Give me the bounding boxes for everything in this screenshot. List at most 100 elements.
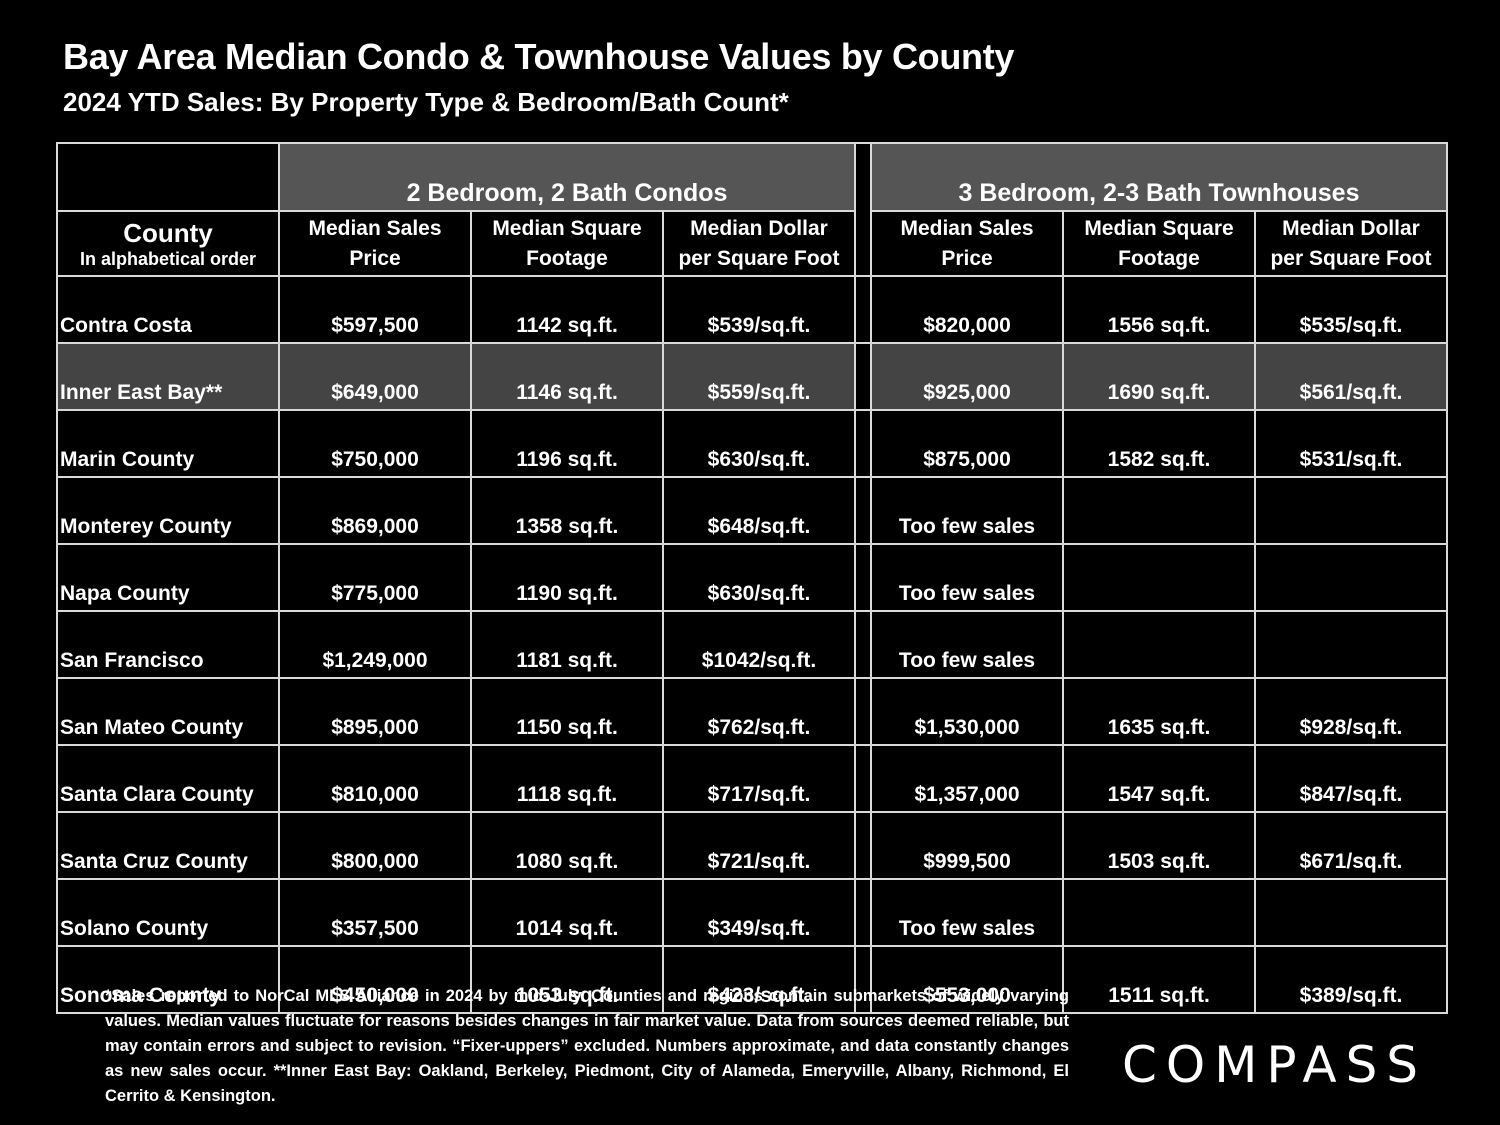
c-ppsf-cell: $648/sq.ft. bbox=[662, 476, 856, 545]
column-divider-cell bbox=[854, 610, 872, 679]
column-divider-cell bbox=[854, 342, 872, 411]
c-sqft-cell: 1146 sq.ft. bbox=[470, 342, 664, 411]
t-price-cell: $553,000 bbox=[870, 945, 1064, 1014]
county-name-cell: Santa Clara County bbox=[56, 744, 280, 813]
c-price-cell: $597,500 bbox=[278, 275, 472, 344]
c-price-cell: $810,000 bbox=[278, 744, 472, 813]
t-sqft-cell: 1503 sq.ft. bbox=[1062, 811, 1256, 880]
t-price-cell: $875,000 bbox=[870, 409, 1064, 478]
townhouse-price-header: Median Sales Price bbox=[870, 210, 1064, 277]
county-name-cell: Marin County bbox=[56, 409, 280, 478]
column-divider-cell bbox=[854, 677, 872, 746]
t-sqft-cell bbox=[1062, 476, 1256, 545]
c-sqft-cell: 1150 sq.ft. bbox=[470, 677, 664, 746]
c-price-cell: $649,000 bbox=[278, 342, 472, 411]
c-ppsf-cell: $717/sq.ft. bbox=[662, 744, 856, 813]
table-row: Marin County $750,000 1196 sq.ft. $630/sq.f… bbox=[56, 409, 1448, 478]
condos-group-header: 2 Bedroom, 2 Bath Condos bbox=[278, 142, 856, 212]
t-ppsf-cell: $531/sq.ft. bbox=[1254, 409, 1448, 478]
c-ppsf-cell: $1042/sq.ft. bbox=[662, 610, 856, 679]
table-row: Contra Costa $597,500 1142 sq.ft. $539/sq.f… bbox=[56, 275, 1448, 344]
county-name-cell: Solano County bbox=[56, 878, 280, 947]
townhouse-sqft-header: Median Square Footage bbox=[1062, 210, 1256, 277]
page-title: Bay Area Median Condo & Townhouse Values… bbox=[63, 36, 1015, 77]
c-sqft-cell: 1014 sq.ft. bbox=[470, 878, 664, 947]
column-divider-cell bbox=[854, 744, 872, 813]
t-sqft-cell: 1511 sq.ft. bbox=[1062, 945, 1256, 1014]
table-row: Sonoma County $450,000 1053 sq.ft. $423/sq.… bbox=[56, 945, 1448, 1014]
column-divider-cell bbox=[854, 878, 872, 947]
t-sqft-cell: 1582 sq.ft. bbox=[1062, 409, 1256, 478]
c-price-cell: $450,000 bbox=[278, 945, 472, 1014]
t-ppsf-cell bbox=[1254, 476, 1448, 545]
c-sqft-cell: 1118 sq.ft. bbox=[470, 744, 664, 813]
t-ppsf-cell: $561/sq.ft. bbox=[1254, 342, 1448, 411]
county-name-cell: Contra Costa bbox=[56, 275, 280, 344]
header-corner bbox=[56, 142, 280, 212]
county-name-cell: San Francisco bbox=[56, 610, 280, 679]
c-sqft-cell: 1080 sq.ft. bbox=[470, 811, 664, 880]
county-name-cell: Santa Cruz County bbox=[56, 811, 280, 880]
page-subtitle: 2024 YTD Sales: By Property Type & Bedro… bbox=[63, 87, 789, 117]
t-ppsf-cell bbox=[1254, 543, 1448, 612]
c-price-cell: $895,000 bbox=[278, 677, 472, 746]
t-sqft-cell bbox=[1062, 543, 1256, 612]
t-price-cell: $999,500 bbox=[870, 811, 1064, 880]
c-sqft-cell: 1142 sq.ft. bbox=[470, 275, 664, 344]
t-price-cell: Too few sales bbox=[870, 543, 1064, 612]
c-ppsf-cell: $539/sq.ft. bbox=[662, 275, 856, 344]
county-values-table: 2 Bedroom, 2 Bath Condos 3 Bedroom, 2-3 … bbox=[56, 142, 1448, 1014]
condo-ppsf-header: Median Dollar per Square Foot bbox=[662, 210, 856, 277]
county-name-cell: Inner East Bay** bbox=[56, 342, 280, 411]
t-ppsf-cell bbox=[1254, 878, 1448, 947]
t-sqft-cell: 1635 sq.ft. bbox=[1062, 677, 1256, 746]
t-price-cell: $1,357,000 bbox=[870, 744, 1064, 813]
townhouses-group-header: 3 Bedroom, 2-3 Bath Townhouses bbox=[870, 142, 1448, 212]
county-name-cell: Sonoma County bbox=[56, 945, 280, 1014]
column-divider-cell bbox=[854, 409, 872, 478]
county-name-cell: Napa County bbox=[56, 543, 280, 612]
county-name-cell: San Mateo County bbox=[56, 677, 280, 746]
table-row: Santa Cruz County $800,000 1080 sq.ft. $721… bbox=[56, 811, 1448, 880]
t-price-cell: Too few sales bbox=[870, 610, 1064, 679]
t-sqft-cell bbox=[1062, 878, 1256, 947]
c-ppsf-cell: $349/sq.ft. bbox=[662, 878, 856, 947]
condo-sqft-header: Median Square Footage bbox=[470, 210, 664, 277]
table-row: Santa Clara County $810,000 1118 sq.ft. $71… bbox=[56, 744, 1448, 813]
table-body: Contra Costa $597,500 1142 sq.ft. $539/sq.f… bbox=[56, 275, 1448, 1014]
c-ppsf-cell: $423/sq.ft. bbox=[662, 945, 856, 1014]
townhouse-ppsf-header: Median Dollar per Square Foot bbox=[1254, 210, 1448, 277]
c-price-cell: $800,000 bbox=[278, 811, 472, 880]
c-sqft-cell: 1196 sq.ft. bbox=[470, 409, 664, 478]
c-price-cell: $750,000 bbox=[278, 409, 472, 478]
t-price-cell: $925,000 bbox=[870, 342, 1064, 411]
c-sqft-cell: 1190 sq.ft. bbox=[470, 543, 664, 612]
table-row: San Francisco $1,249,000 1181 sq.ft. $1042/… bbox=[56, 610, 1448, 679]
c-price-cell: $775,000 bbox=[278, 543, 472, 612]
condo-price-header: Median Sales Price bbox=[278, 210, 472, 277]
t-sqft-cell: 1556 sq.ft. bbox=[1062, 275, 1256, 344]
t-price-cell: Too few sales bbox=[870, 476, 1064, 545]
t-price-cell: $1,530,000 bbox=[870, 677, 1064, 746]
t-ppsf-cell: $671/sq.ft. bbox=[1254, 811, 1448, 880]
c-ppsf-cell: $762/sq.ft. bbox=[662, 677, 856, 746]
county-name-cell: Monterey County bbox=[56, 476, 280, 545]
t-sqft-cell: 1690 sq.ft. bbox=[1062, 342, 1256, 411]
column-divider-cell bbox=[854, 476, 872, 545]
c-sqft-cell: 1358 sq.ft. bbox=[470, 476, 664, 545]
c-price-cell: $1,249,000 bbox=[278, 610, 472, 679]
table-row: Inner East Bay** $649,000 1146 sq.ft. $559/… bbox=[56, 342, 1448, 411]
column-divider bbox=[854, 142, 872, 277]
t-sqft-cell bbox=[1062, 610, 1256, 679]
column-divider-cell bbox=[854, 543, 872, 612]
table-row: San Mateo County $895,000 1150 sq.ft. $762/… bbox=[56, 677, 1448, 746]
c-ppsf-cell: $559/sq.ft. bbox=[662, 342, 856, 411]
t-price-cell: $820,000 bbox=[870, 275, 1064, 344]
t-ppsf-cell: $928/sq.ft. bbox=[1254, 677, 1448, 746]
c-sqft-cell: 1181 sq.ft. bbox=[470, 610, 664, 679]
t-ppsf-cell: $389/sq.ft. bbox=[1254, 945, 1448, 1014]
c-sqft-cell: 1053 sq.ft. bbox=[470, 945, 664, 1014]
column-divider-cell bbox=[854, 275, 872, 344]
c-price-cell: $869,000 bbox=[278, 476, 472, 545]
t-ppsf-cell bbox=[1254, 610, 1448, 679]
